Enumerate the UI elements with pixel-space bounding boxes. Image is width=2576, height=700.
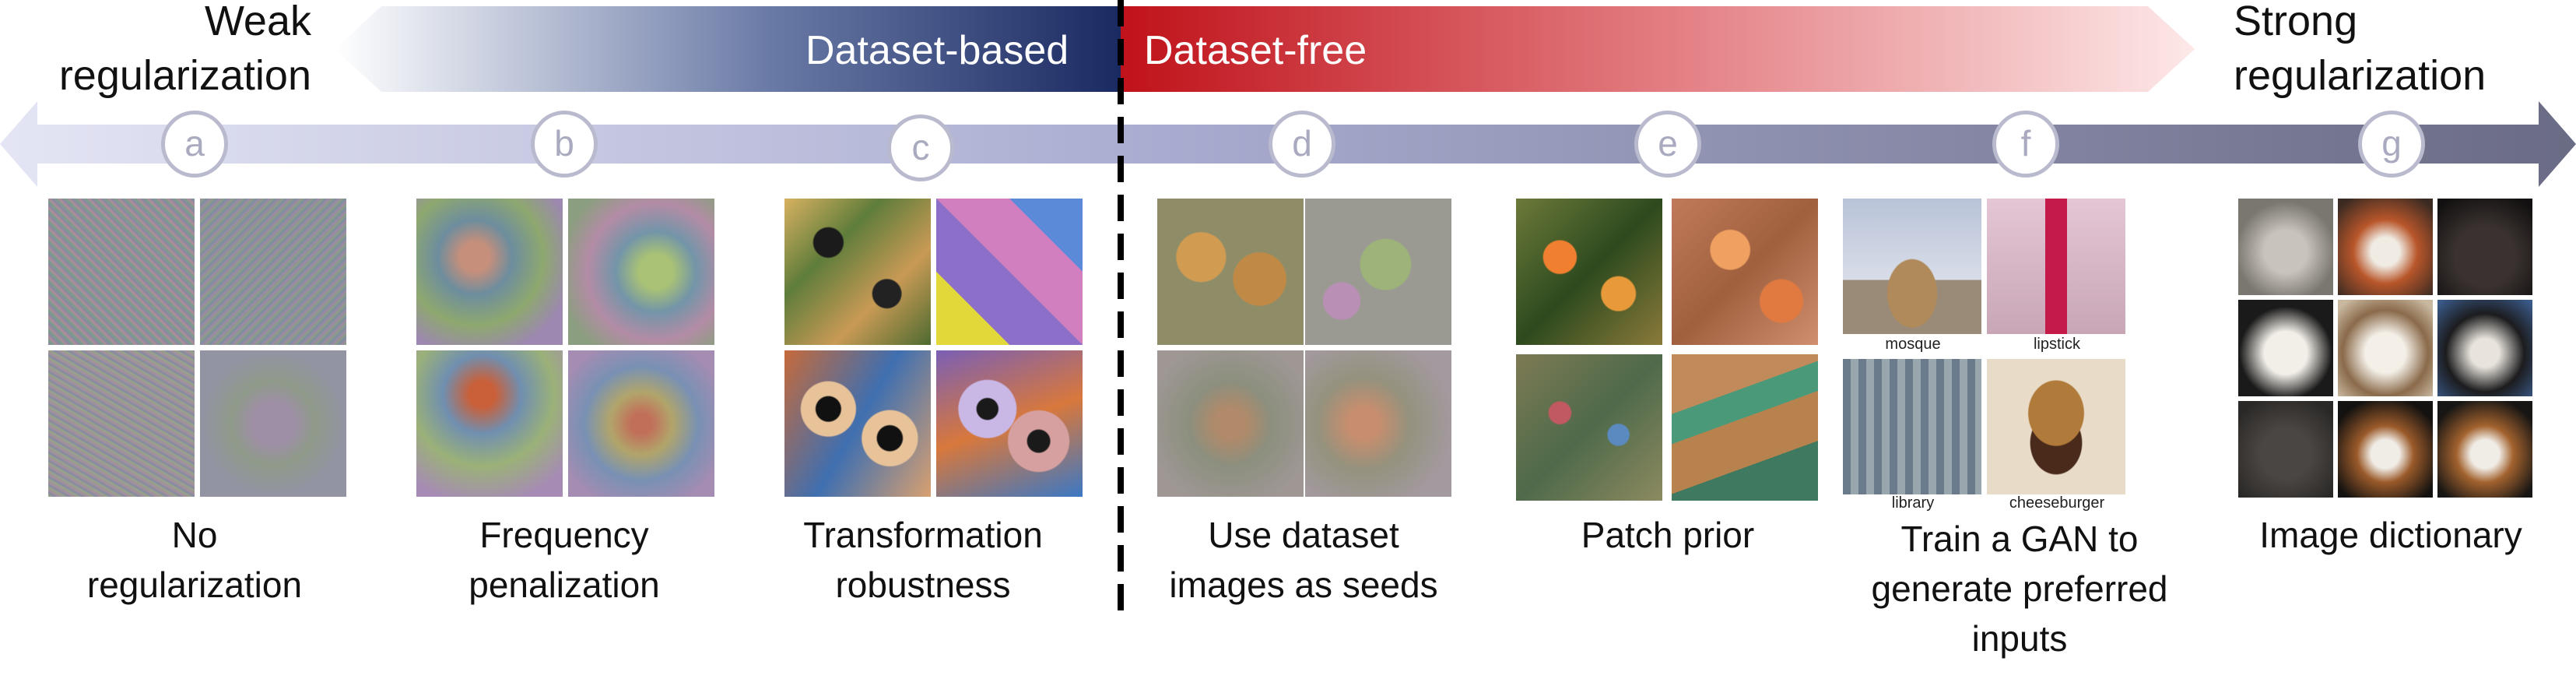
caption-e: Patch prior — [1497, 510, 1839, 560]
image-group-g — [2238, 199, 2534, 498]
dataset-divider-line — [1118, 0, 1124, 619]
seed-image — [1157, 350, 1304, 497]
caption-line: Image dictionary — [2259, 515, 2522, 555]
image-group-c — [784, 199, 1084, 498]
gan-label-lipstick: lipstick — [2033, 336, 2080, 353]
transformation-image — [936, 199, 1083, 345]
image-group-d — [1157, 199, 1451, 498]
patch-prior-image — [1672, 354, 1818, 501]
marker-a: a — [161, 111, 228, 178]
caption-b: Frequency penalization — [393, 510, 735, 610]
seed-image — [1305, 350, 1451, 497]
gan-image-mosque — [1843, 199, 1981, 334]
gan-image-cheeseburger — [1987, 359, 2125, 494]
marker-g: g — [2358, 111, 2425, 178]
marker-d: d — [1269, 111, 1335, 178]
marker-f: f — [1992, 111, 2059, 178]
dictionary-image — [2437, 401, 2532, 498]
image-group-b — [416, 199, 716, 498]
caption-line: Use dataset — [1208, 515, 1399, 555]
transformation-image — [784, 350, 931, 497]
dictionary-image — [2338, 199, 2433, 295]
image-group-e — [1516, 199, 1821, 502]
gan-label-library: library — [1891, 494, 1935, 512]
gan-image-library — [1843, 359, 1981, 494]
image-group-f: mosque lipstick library cheeseburger — [1843, 199, 2131, 533]
caption-c: Transformation robustness — [752, 510, 1094, 610]
dictionary-image — [2338, 300, 2433, 396]
caption-line: Frequency — [479, 515, 649, 555]
marker-e: e — [1634, 111, 1701, 178]
caption-line: penalization — [469, 565, 660, 605]
caption-line: regularization — [86, 565, 303, 605]
patch-prior-image — [1516, 354, 1662, 501]
image-group-a — [48, 199, 348, 498]
caption-line: No — [171, 515, 218, 555]
transformation-image — [936, 350, 1083, 497]
strong-regularization-label: Strong regularization — [2234, 0, 2487, 99]
noise-image — [200, 199, 346, 345]
weak-regularization-label: Weak regularization — [58, 0, 311, 99]
caption-line: inputs — [1971, 618, 2068, 659]
dataset-free-band — [1121, 6, 2195, 92]
noise-image — [48, 350, 195, 497]
noise-image — [200, 350, 346, 497]
transformation-image — [784, 199, 931, 345]
caption-line: generate preferred — [1871, 568, 2168, 609]
frequency-image — [568, 199, 714, 345]
gan-label-mosque: mosque — [1885, 336, 1941, 353]
frequency-image — [568, 350, 714, 497]
noise-image — [48, 199, 195, 345]
gan-image-lipstick — [1987, 199, 2125, 334]
caption-line: Patch prior — [1581, 515, 1755, 555]
caption-line: Transformation — [803, 515, 1043, 555]
dictionary-image — [2238, 199, 2333, 295]
caption-line: Train a GAN to — [1900, 519, 2139, 559]
dataset-free-label: Dataset-free — [1144, 28, 1367, 73]
caption-line: images as seeds — [1169, 565, 1438, 605]
seed-image — [1157, 199, 1304, 345]
caption-g: Image dictionary — [2220, 510, 2562, 560]
marker-c: c — [887, 114, 954, 181]
dictionary-image — [2238, 300, 2333, 396]
dictionary-image — [2437, 199, 2532, 295]
patch-prior-image — [1516, 199, 1662, 345]
dictionary-image — [2238, 401, 2333, 498]
dictionary-image — [2437, 300, 2532, 396]
marker-b: b — [531, 111, 598, 178]
dictionary-image — [2338, 401, 2433, 498]
caption-f: Train a GAN to generate preferred inputs — [1848, 514, 2191, 663]
caption-d: Use dataset images as seeds — [1132, 510, 1475, 610]
patch-prior-image — [1672, 199, 1818, 345]
dataset-based-band — [335, 6, 1121, 92]
frequency-image — [416, 350, 563, 497]
caption-a: No regularization — [23, 510, 366, 610]
seed-image — [1305, 199, 1451, 345]
dataset-based-label: Dataset-based — [805, 28, 1069, 73]
caption-line: robustness — [835, 565, 1011, 605]
frequency-image — [416, 199, 563, 345]
gan-label-cheeseburger: cheeseburger — [2009, 494, 2105, 512]
